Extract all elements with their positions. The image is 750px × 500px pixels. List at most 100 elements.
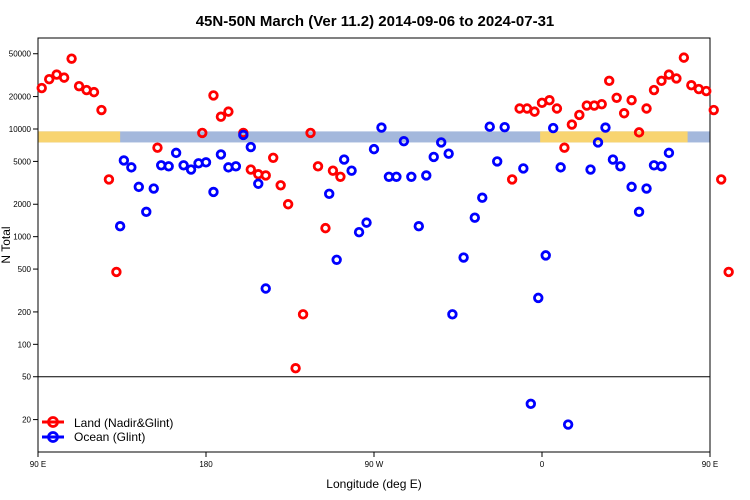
land-point bbox=[604, 75, 615, 87]
land-point bbox=[327, 165, 339, 176]
ocean-point bbox=[447, 309, 458, 320]
land-point bbox=[66, 53, 77, 64]
ocean-point bbox=[656, 161, 667, 172]
land-point bbox=[529, 106, 540, 117]
ocean-point bbox=[215, 149, 227, 160]
y-tick-label: 100 bbox=[18, 340, 32, 349]
land-band-segment bbox=[38, 131, 121, 143]
ocean-point bbox=[200, 157, 212, 168]
land-point bbox=[626, 95, 637, 106]
land-point bbox=[312, 161, 324, 172]
ocean-point bbox=[346, 165, 357, 176]
y-tick-label: 500 bbox=[18, 265, 32, 274]
land-point bbox=[506, 174, 518, 185]
ocean-point bbox=[421, 170, 432, 181]
y-tick-label: 50 bbox=[22, 373, 31, 382]
chart-title: 45N-50N March (Ver 11.2) 2014-09-06 to 2… bbox=[196, 13, 555, 30]
ocean-point bbox=[368, 143, 380, 155]
land-point bbox=[559, 142, 570, 153]
ocean-point bbox=[525, 398, 536, 410]
land-point bbox=[103, 174, 115, 185]
land-point bbox=[58, 72, 70, 83]
ocean-point bbox=[253, 178, 264, 189]
ocean-point bbox=[148, 183, 159, 194]
legend: Land (Nadir&Glint) Ocean (Glint) bbox=[42, 416, 173, 444]
ocean-point bbox=[477, 192, 488, 203]
land-point bbox=[88, 86, 100, 98]
ocean-point bbox=[555, 162, 566, 173]
ocean-point bbox=[114, 221, 126, 232]
land-point bbox=[335, 171, 346, 182]
ocean-point bbox=[260, 283, 271, 294]
ocean-point bbox=[533, 292, 544, 304]
ocean-point bbox=[245, 141, 256, 153]
land-point bbox=[544, 95, 555, 106]
land-point bbox=[73, 80, 85, 92]
y-tick-label: 2000 bbox=[13, 200, 31, 209]
ocean-point bbox=[331, 254, 342, 265]
land-point bbox=[566, 119, 578, 130]
land-point bbox=[268, 152, 279, 164]
x-axis-ticks: 90 E 180 90 W 0 90 E bbox=[30, 452, 718, 469]
ocean-point bbox=[413, 221, 424, 232]
land-point bbox=[618, 108, 630, 119]
ocean-point bbox=[443, 148, 454, 159]
land-point bbox=[320, 222, 331, 234]
ocean-point bbox=[548, 122, 559, 134]
ocean-point bbox=[562, 419, 574, 430]
ocean-band bbox=[38, 131, 710, 143]
ocean-point bbox=[469, 212, 480, 223]
ocean-series bbox=[114, 121, 675, 430]
ocean-point bbox=[126, 162, 137, 173]
land-point bbox=[290, 363, 301, 374]
ocean-point bbox=[641, 183, 652, 194]
land-point bbox=[215, 111, 227, 122]
land-point bbox=[656, 75, 667, 87]
plot-frame bbox=[37, 37, 711, 453]
x-tick-label: 0 bbox=[540, 460, 545, 469]
land-point bbox=[245, 164, 256, 175]
ocean-point bbox=[118, 155, 130, 166]
ocean-point bbox=[492, 156, 503, 167]
y-tick-label: 1000 bbox=[13, 233, 31, 242]
ocean-point bbox=[178, 160, 189, 171]
land-point bbox=[223, 106, 234, 117]
land-point bbox=[708, 104, 719, 116]
land-point bbox=[208, 90, 219, 101]
land-point bbox=[152, 142, 163, 153]
land-point bbox=[551, 103, 563, 114]
land-point bbox=[275, 180, 286, 191]
ocean-point bbox=[406, 171, 417, 182]
ocean-point bbox=[499, 121, 510, 133]
y-tick-label: 5000 bbox=[13, 157, 31, 166]
ocean-point bbox=[398, 136, 410, 147]
land-point bbox=[297, 309, 309, 320]
legend-land-label: Land (Nadir&Glint) bbox=[74, 416, 173, 430]
ocean-point bbox=[592, 137, 604, 148]
ocean-point bbox=[185, 164, 197, 175]
ocean-point bbox=[484, 121, 495, 132]
land-point bbox=[574, 109, 585, 121]
ocean-point bbox=[428, 151, 439, 163]
land-point bbox=[633, 127, 645, 138]
ocean-point bbox=[663, 147, 675, 159]
legend-ocean-marker bbox=[47, 431, 59, 443]
data-points bbox=[36, 52, 734, 430]
ocean-point bbox=[238, 129, 249, 141]
land-point bbox=[671, 73, 682, 84]
land-point bbox=[686, 80, 697, 91]
ocean-point bbox=[230, 161, 242, 172]
x-axis-title: Longitude (deg E) bbox=[326, 477, 421, 491]
y-axis-title: N Total bbox=[0, 226, 13, 263]
land-band-segment bbox=[540, 131, 617, 143]
ocean-point bbox=[324, 188, 335, 200]
ocean-point bbox=[518, 163, 529, 174]
y-axis-ticks: 20 50 100 200 500 1000 2000 5000 10000 20000 50000 bbox=[9, 50, 38, 425]
land-point bbox=[701, 85, 712, 97]
ocean-point bbox=[458, 252, 469, 263]
ocean-point bbox=[170, 147, 182, 159]
land-point bbox=[678, 52, 690, 63]
land-point bbox=[641, 103, 652, 114]
legend-ocean-label: Ocean (Glint) bbox=[74, 430, 145, 444]
